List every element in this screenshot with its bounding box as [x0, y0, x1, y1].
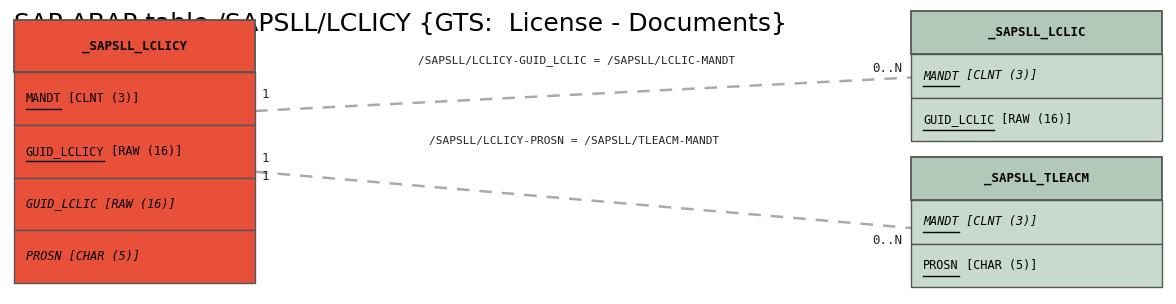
- Text: PROSN: PROSN: [923, 259, 958, 272]
- Bar: [911, 98, 1162, 141]
- Bar: [14, 178, 255, 230]
- Text: 0..N: 0..N: [871, 62, 902, 75]
- Text: _SAPSLL_LCLIC: _SAPSLL_LCLIC: [988, 26, 1085, 39]
- Text: GUID_LCLIC [RAW (16)]: GUID_LCLIC [RAW (16)]: [26, 197, 175, 210]
- Bar: [911, 11, 1162, 54]
- Bar: [911, 200, 1162, 244]
- Text: PROSN [CHAR (5)]: PROSN [CHAR (5)]: [26, 250, 140, 263]
- Bar: [911, 54, 1162, 98]
- Text: /SAPSLL/LCLICY-PROSN = /SAPSLL/TLEACM-MANDT: /SAPSLL/LCLICY-PROSN = /SAPSLL/TLEACM-MA…: [429, 136, 719, 146]
- Text: [CHAR (5)]: [CHAR (5)]: [958, 259, 1037, 272]
- Text: 0..N: 0..N: [871, 234, 902, 247]
- Text: MANDT: MANDT: [26, 92, 61, 105]
- Text: /SAPSLL/LCLICY-GUID_LCLIC = /SAPSLL/LCLIC-MANDT: /SAPSLL/LCLICY-GUID_LCLIC = /SAPSLL/LCLI…: [417, 55, 735, 66]
- Text: 1: 1: [261, 88, 268, 101]
- Bar: [14, 72, 255, 125]
- Bar: [14, 20, 255, 72]
- Text: [RAW (16)]: [RAW (16)]: [995, 113, 1073, 126]
- Text: [CLNT (3)]: [CLNT (3)]: [958, 70, 1037, 82]
- Text: 1: 1: [261, 152, 268, 164]
- Text: MANDT: MANDT: [923, 216, 958, 228]
- Text: MANDT: MANDT: [923, 70, 958, 82]
- Bar: [911, 244, 1162, 287]
- Bar: [911, 157, 1162, 200]
- Bar: [14, 230, 255, 283]
- Text: _SAPSLL_LCLICY: _SAPSLL_LCLICY: [82, 40, 187, 53]
- Text: [RAW (16)]: [RAW (16)]: [105, 145, 182, 158]
- Text: [CLNT (3)]: [CLNT (3)]: [61, 92, 140, 105]
- Text: 1: 1: [261, 170, 268, 183]
- Bar: [14, 125, 255, 178]
- Text: SAP ABAP table /SAPSLL/LCLICY {GTS:  License - Documents}: SAP ABAP table /SAPSLL/LCLICY {GTS: Lice…: [14, 12, 787, 36]
- Text: [CLNT (3)]: [CLNT (3)]: [958, 216, 1037, 228]
- Text: _SAPSLL_TLEACM: _SAPSLL_TLEACM: [984, 172, 1089, 185]
- Text: GUID_LCLICY: GUID_LCLICY: [26, 145, 105, 158]
- Text: GUID_LCLIC: GUID_LCLIC: [923, 113, 995, 126]
